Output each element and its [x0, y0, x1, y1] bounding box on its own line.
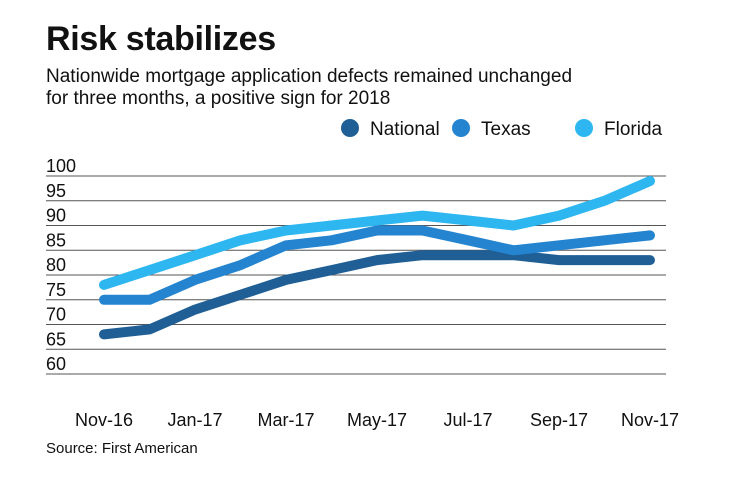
legend-label: Texas	[481, 119, 531, 140]
legend-swatch	[452, 119, 470, 137]
x-tick-label: Sep-17	[530, 410, 588, 430]
x-tick-label: May-17	[347, 410, 407, 430]
legend: National Texas Florida	[341, 119, 663, 140]
chart-title: Risk stabilizes	[46, 20, 276, 58]
y-axis-tick-labels: 60 65 70 75 80 85 90 95 100	[46, 156, 76, 374]
y-tick-label: 65	[46, 329, 66, 349]
subtitle-line-1: Nationwide mortgage application defects …	[46, 66, 573, 87]
y-tick-label: 70	[46, 305, 66, 325]
y-tick-label: 95	[46, 181, 66, 201]
y-tick-label: 100	[46, 156, 76, 176]
x-tick-label: Jul-17	[443, 410, 492, 430]
legend-label: Florida	[604, 119, 663, 140]
y-tick-label: 85	[46, 230, 66, 250]
subtitle-line-2: for three months, a positive sign for 20…	[46, 88, 391, 109]
legend-item-texas: Texas	[452, 119, 531, 140]
legend-item-national: National	[341, 119, 440, 140]
y-tick-label: 90	[46, 206, 66, 226]
chart-subtitle: Nationwide mortgage application defects …	[46, 66, 726, 110]
legend-swatch	[575, 119, 593, 137]
legend-swatch	[341, 119, 359, 137]
source-note: Source: First American	[46, 440, 198, 457]
series-line-florida	[99, 176, 655, 290]
legend-item-florida: Florida	[575, 119, 663, 140]
y-tick-label: 75	[46, 280, 66, 300]
x-tick-label: Nov-16	[75, 410, 133, 430]
y-tick-label: 80	[46, 255, 66, 275]
series-line-national	[99, 250, 655, 340]
series-line-texas	[99, 225, 655, 305]
x-tick-label: Jan-17	[167, 410, 222, 430]
legend-label: National	[370, 119, 440, 140]
x-tick-label: Nov-17	[621, 410, 679, 430]
series-lines	[99, 176, 655, 340]
x-axis-tick-labels: Nov-16 Jan-17 Mar-17 May-17 Jul-17 Sep-17 Nov-…	[75, 410, 679, 430]
x-tick-label: Mar-17	[257, 410, 314, 430]
y-tick-label: 60	[46, 354, 66, 374]
